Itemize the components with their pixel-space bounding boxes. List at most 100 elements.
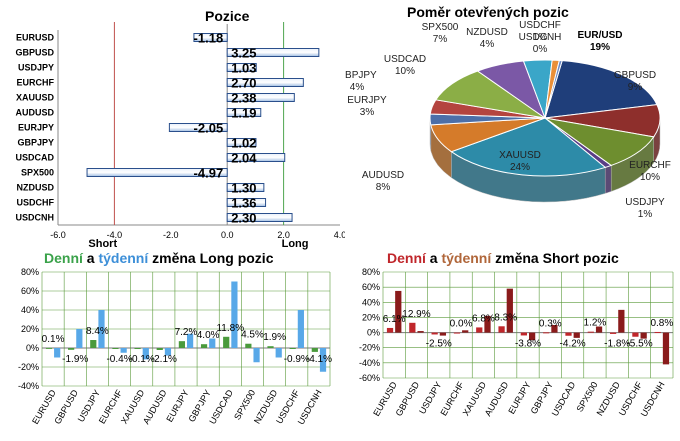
slice-label: SPX500 7% [422, 22, 459, 45]
y-tick-label: 40% [362, 297, 380, 307]
bar-daily [498, 326, 505, 333]
title-part: a [425, 250, 442, 266]
bar-daily [245, 343, 252, 348]
pie-slice-eurusd [544, 60, 658, 119]
marker-label-short: Short [88, 238, 117, 250]
value-label: -0.4% [106, 354, 132, 365]
pie-side-usdjpy [604, 165, 612, 194]
pie-slice-xauusd [450, 117, 607, 177]
slice-label: AUDUSD 8% [362, 170, 404, 193]
bar-daily [90, 340, 97, 348]
bar-daily [178, 341, 185, 348]
bar [226, 63, 257, 72]
bar-daily [632, 332, 639, 337]
value-label: -2.05 [194, 121, 224, 136]
title-part: změna Short pozic [491, 250, 619, 266]
bar-weekly [319, 348, 327, 372]
y-tick-label: -20% [359, 343, 380, 353]
value-label: 0.1% [42, 334, 65, 345]
value-label: -0.1% [129, 354, 155, 365]
bar-daily [565, 332, 572, 336]
category-label: GBPJPY [17, 138, 54, 148]
slice-label: GBPJPY4% [345, 70, 377, 93]
y-tick-label: -40% [359, 358, 380, 368]
value-label: 7.2% [175, 327, 198, 338]
bar-daily [112, 348, 119, 349]
y-tick-label: 80% [21, 267, 39, 277]
bar [226, 153, 286, 162]
y-tick-label: 0% [26, 343, 39, 353]
value-label: -4.97 [194, 166, 224, 181]
bar-weekly [275, 348, 282, 358]
bar-weekly [439, 332, 447, 336]
bar-weekly [417, 331, 424, 333]
x-tick-label: -4.0 [107, 230, 123, 240]
bar-weekly [529, 332, 536, 341]
ratio-pie-chart: EUR/USD 19% GBPUSD 9% EURCHF 10% USDJPY 1% XAUUS… [337, 20, 671, 220]
value-label: -2.5% [426, 339, 452, 350]
value-label: 2.38 [231, 91, 256, 106]
bar-daily [431, 332, 438, 335]
bar [86, 168, 228, 177]
bar-daily [134, 348, 141, 349]
value-label: -1.8% [604, 339, 630, 350]
category-label: GBPUSD [15, 48, 54, 58]
value-label: 3.25 [231, 46, 256, 61]
y-tick-label: 0% [367, 328, 380, 338]
bar-weekly [187, 333, 194, 348]
bar-daily [311, 348, 318, 352]
bar [226, 138, 257, 147]
title-part: a [82, 250, 99, 266]
value-label: 0.8% [650, 318, 673, 329]
slice-label: GBPUSD 9% [614, 70, 656, 93]
short-change-title: Denní a týdenní změna Short pozic [387, 250, 619, 266]
positions-title: Pozice [205, 8, 250, 24]
bar-weekly [54, 348, 61, 358]
bar-weekly [395, 290, 402, 333]
y-tick-label: 40% [21, 305, 39, 315]
bar-weekly [662, 332, 670, 365]
title-part: Denní [387, 250, 426, 266]
ratio-panel: Poměr otevřených pozic EUR/USD 19% GBPUSD 9… [337, 0, 680, 245]
marker-label-long: Long [282, 238, 309, 250]
title-part: změna Long pozic [148, 250, 274, 266]
bar-daily [45, 347, 53, 349]
bar [226, 48, 320, 57]
value-label: 1.02 [231, 136, 256, 151]
bar-weekly [618, 309, 625, 333]
title-part: týdenní [98, 250, 149, 266]
pie-slice-usdcnh [544, 59, 563, 119]
ratio-title: Poměr otevřených pozic [407, 4, 569, 20]
title-part: týdenní [441, 250, 492, 266]
long-change-chart: -40%-20%0%20%40%60%80%0.1%EURUSD-1.9%GBP… [18, 267, 332, 426]
value-label: 6.1% [383, 314, 406, 325]
category-label: AUDUSD [15, 108, 54, 118]
x-tick-label: 0.0 [221, 230, 234, 240]
category-label: EURCHF [17, 78, 55, 88]
value-label: -4.2% [560, 339, 586, 350]
bar-daily [453, 332, 461, 334]
slice-label: XAUUSD 24% [499, 150, 541, 173]
value-label: -1.9% [62, 354, 88, 365]
pie-slice-usdcad [434, 70, 546, 119]
bar-weekly [462, 330, 469, 333]
value-label: -5.5% [626, 339, 652, 350]
value-label: 1.30 [231, 181, 256, 196]
x-tick-label: -6.0 [50, 230, 66, 240]
category-label: XAUUSD [16, 93, 55, 103]
value-label: 12.9% [402, 309, 430, 320]
category-label: USDCAD [15, 153, 54, 163]
y-tick-label: 80% [362, 267, 380, 277]
x-tick-label: -2.0 [163, 230, 179, 240]
slice-label: EUR/USD 19% [577, 30, 622, 53]
category-label: SPX500 [21, 168, 54, 178]
bar-daily [654, 331, 661, 333]
y-tick-label: 20% [362, 312, 380, 322]
category-label: NZDUSD [17, 183, 55, 193]
bar-weekly [640, 332, 647, 339]
x-tick-label: 2.0 [277, 230, 290, 240]
bar-weekly [142, 348, 149, 360]
bar [226, 108, 262, 117]
value-label: 2.70 [231, 76, 256, 91]
bar-weekly [595, 326, 603, 333]
